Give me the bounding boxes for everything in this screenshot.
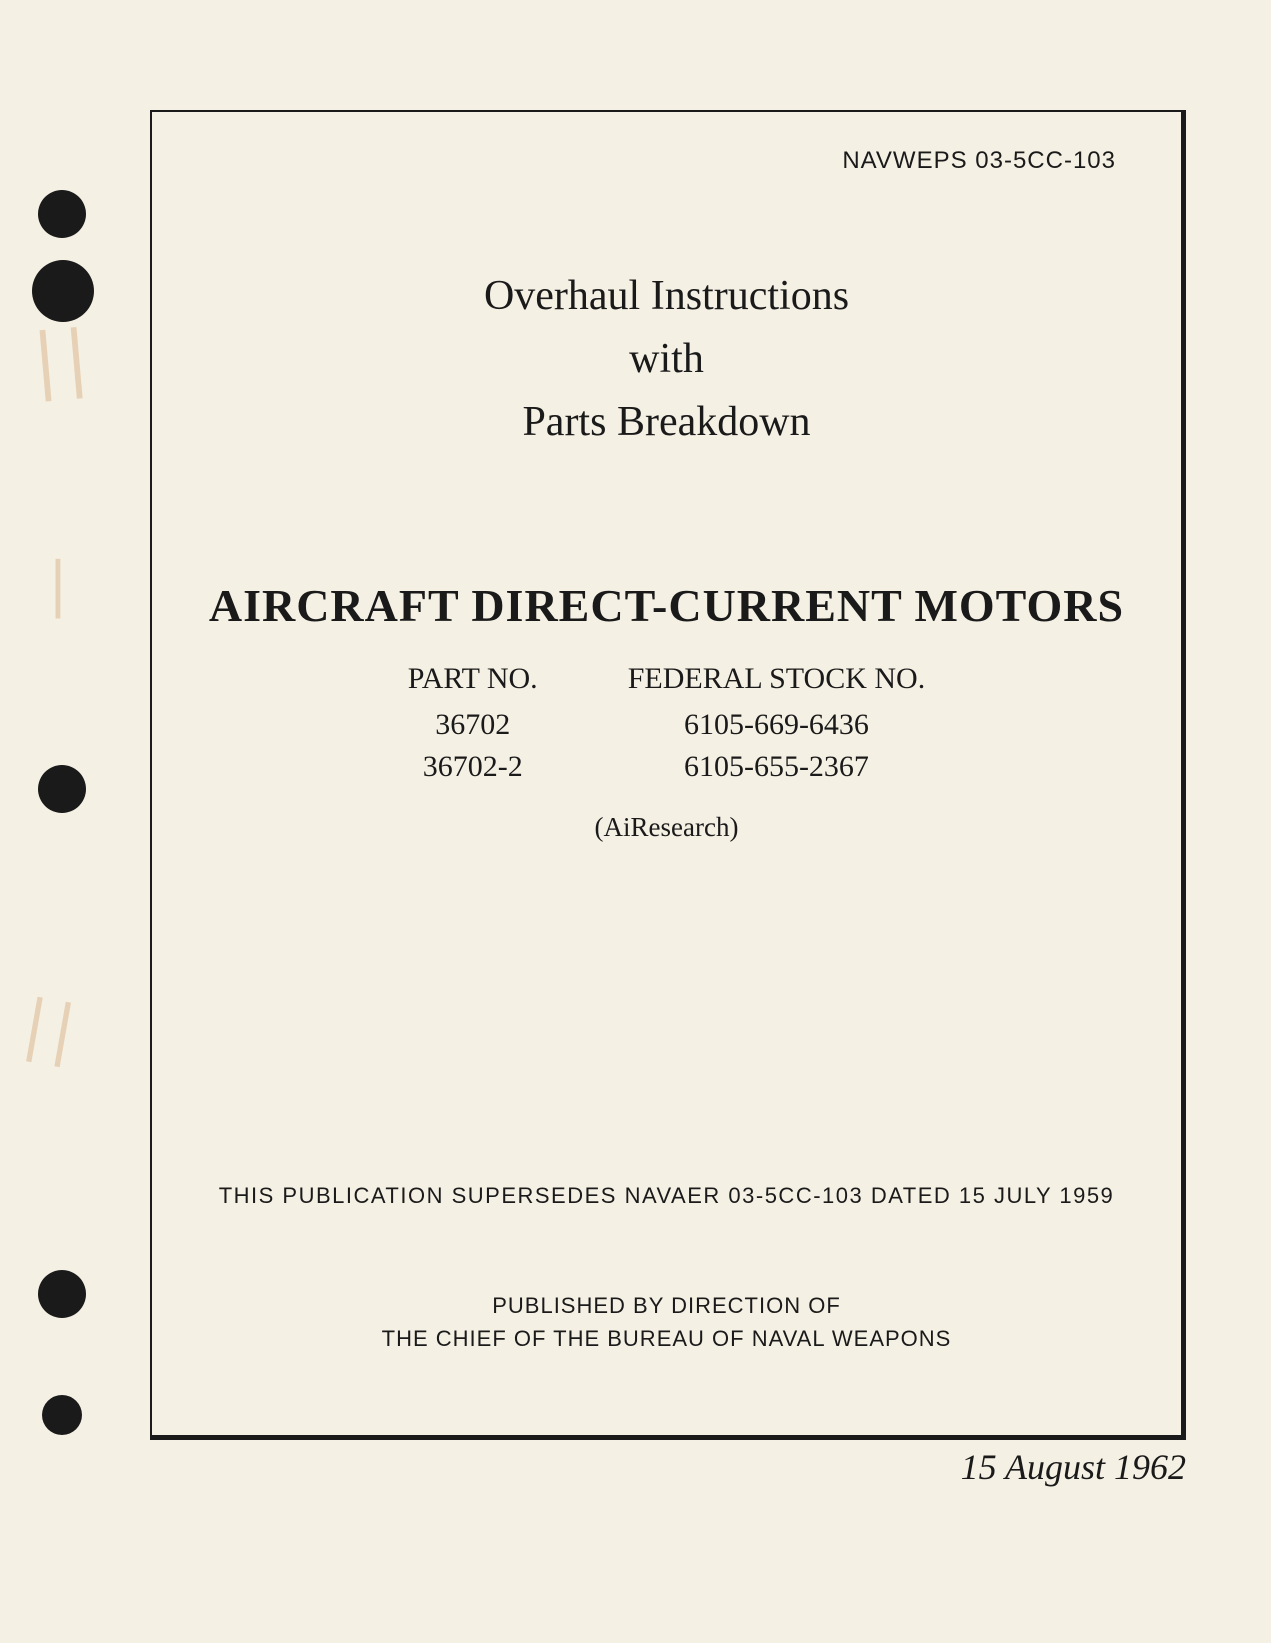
publisher-line-1: PUBLISHED BY DIRECTION OF bbox=[197, 1289, 1136, 1322]
stock-number-value: 6105-655-2367 bbox=[628, 746, 926, 788]
part-number-value: 36702 bbox=[408, 704, 538, 746]
stock-number-value: 6105-669-6436 bbox=[628, 704, 926, 746]
binder-hole bbox=[38, 190, 86, 238]
binder-hole bbox=[38, 1270, 86, 1318]
binder-hole bbox=[38, 765, 86, 813]
main-title: AIRCRAFT DIRECT-CURRENT MOTORS bbox=[197, 579, 1136, 632]
page-stain: ⎮⎮ bbox=[27, 327, 95, 402]
page-stain: ⎮ bbox=[45, 560, 71, 618]
page-stain: ⎮⎮ bbox=[15, 996, 83, 1069]
publication-date: 15 August 1962 bbox=[961, 1446, 1186, 1488]
publisher-section: PUBLISHED BY DIRECTION OF THE CHIEF OF T… bbox=[197, 1289, 1136, 1355]
publisher-line-2: THE CHIEF OF THE BUREAU OF NAVAL WEAPONS bbox=[197, 1322, 1136, 1355]
stock-number-header: FEDERAL STOCK NO. bbox=[628, 662, 926, 696]
stock-number-column: FEDERAL STOCK NO. 6105-669-6436 6105-655… bbox=[628, 662, 926, 788]
supersedes-notice: THIS PUBLICATION SUPERSEDES NAVAER 03-5C… bbox=[197, 1183, 1136, 1209]
heading-line-2: with bbox=[197, 328, 1136, 391]
content-frame: NAVWEPS 03-5CC-103 Overhaul Instructions… bbox=[150, 110, 1186, 1440]
heading-line-1: Overhaul Instructions bbox=[197, 265, 1136, 328]
heading-line-3: Parts Breakdown bbox=[197, 391, 1136, 454]
binder-hole bbox=[42, 1395, 82, 1435]
manufacturer-name: (AiResearch) bbox=[197, 812, 1136, 843]
parts-info-table: PART NO. 36702 36702-2 FEDERAL STOCK NO.… bbox=[197, 662, 1136, 788]
heading-section: Overhaul Instructions with Parts Breakdo… bbox=[197, 265, 1136, 454]
document-number: NAVWEPS 03-5CC-103 bbox=[197, 147, 1116, 175]
document-page: ⎮⎮ ⎮ ⎮⎮ NAVWEPS 03-5CC-103 Overhaul Inst… bbox=[0, 0, 1271, 1643]
binder-hole bbox=[32, 260, 94, 322]
part-number-header: PART NO. bbox=[408, 662, 538, 696]
part-number-value: 36702-2 bbox=[408, 746, 538, 788]
part-number-column: PART NO. 36702 36702-2 bbox=[408, 662, 538, 788]
